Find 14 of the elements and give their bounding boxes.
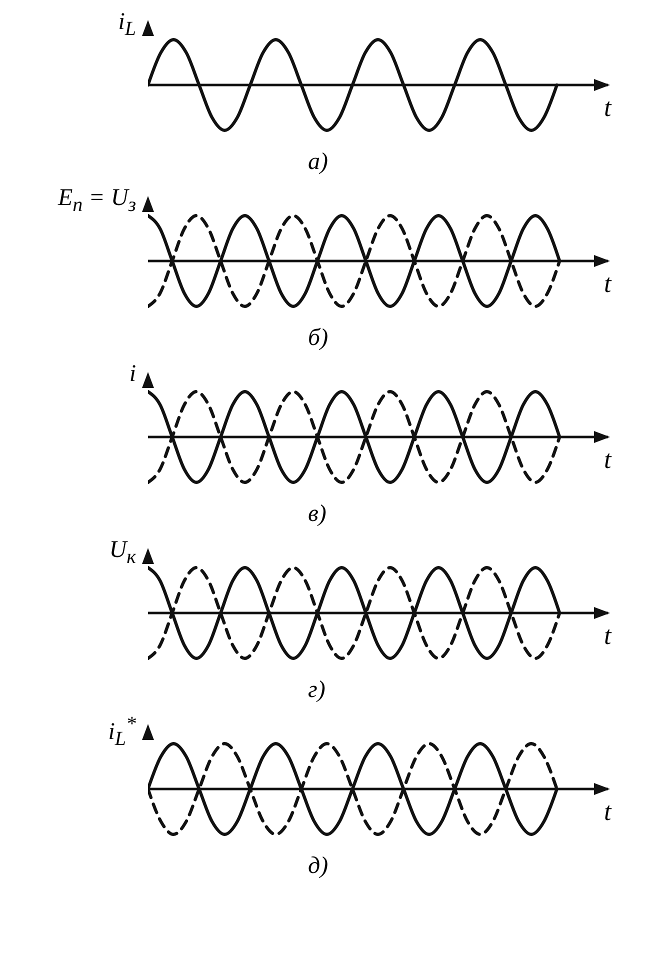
y-axis-title: i$_{L}$ bbox=[118, 9, 136, 40]
x-axis-title: t bbox=[604, 621, 612, 650]
y-axis-title: U$_{к}$ bbox=[109, 537, 136, 568]
text: б) bbox=[308, 325, 328, 351]
text: в) bbox=[308, 501, 326, 527]
y-axis-title: E$_{п}$ = U$_{з}$ bbox=[58, 185, 136, 216]
x-axis-title: t bbox=[604, 445, 612, 474]
text: д) bbox=[308, 853, 328, 879]
y-axis-title: i bbox=[129, 361, 136, 387]
x-axis-title: t bbox=[604, 797, 612, 826]
x-axis-title: t bbox=[604, 93, 612, 122]
text: г) bbox=[308, 677, 326, 703]
x-axis-title: t bbox=[604, 269, 612, 298]
text: а) bbox=[308, 149, 328, 175]
